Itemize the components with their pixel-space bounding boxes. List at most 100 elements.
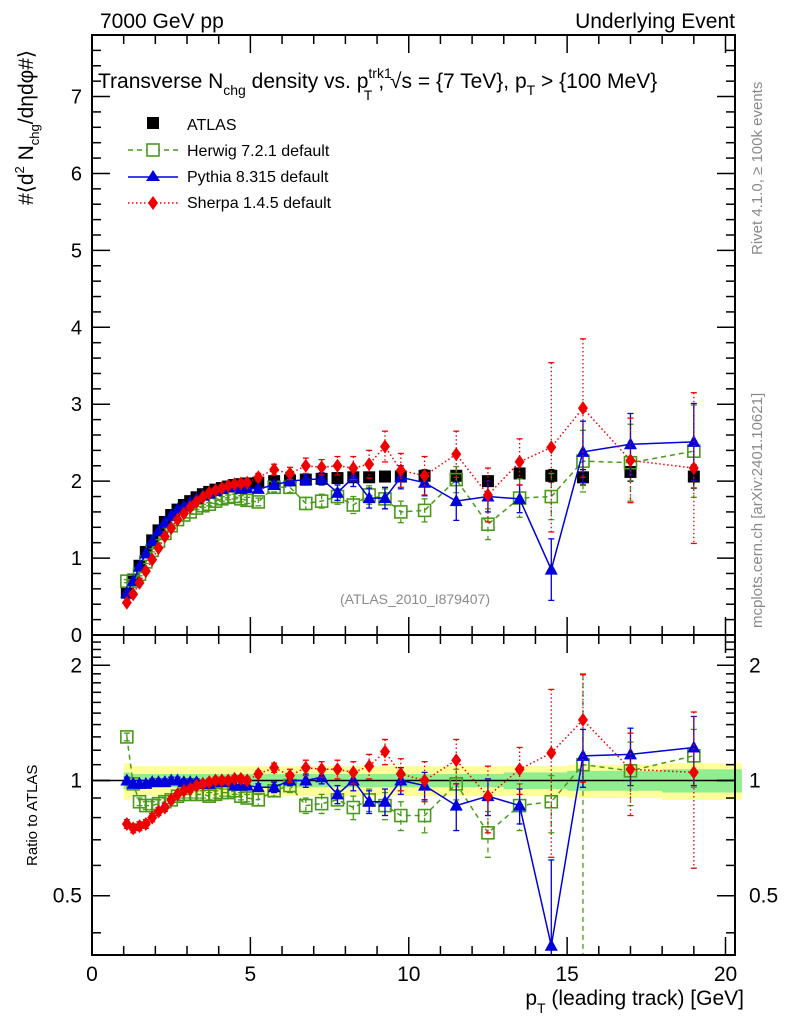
chart-title: Transverse Nchg density vs. ptrk1 T, √s =…	[98, 65, 657, 103]
x-axis-label: pT (leading track) [GeV]	[525, 987, 744, 1016]
main-point	[284, 466, 295, 481]
x-tick-label: 20	[714, 963, 737, 986]
ratio-y-tick-label-right: 2	[749, 654, 761, 677]
main-point	[299, 472, 313, 485]
ratio-point	[330, 787, 344, 800]
main-point	[223, 478, 234, 493]
main-axes: 0 1 2 3 4 5 6 7	[71, 34, 735, 647]
main-point	[395, 463, 406, 478]
main-point	[449, 494, 463, 507]
legend-item-atlas: ATLAS	[147, 117, 237, 134]
main-point	[267, 478, 281, 490]
main-point	[316, 460, 327, 475]
main-point	[394, 505, 408, 519]
main-point	[513, 491, 527, 504]
main-point	[172, 512, 183, 527]
y-tick-label: 4	[71, 317, 82, 339]
ratio-ylabel: Ratio to ATLAS	[24, 765, 41, 866]
main-point	[145, 534, 159, 547]
ratio-point	[362, 794, 376, 807]
main-point	[134, 575, 145, 590]
main-point	[546, 440, 557, 455]
main-point	[128, 587, 139, 602]
main-point	[158, 515, 172, 528]
main-point	[363, 471, 376, 484]
legend-marker-sherpa	[148, 196, 158, 210]
legend-label-atlas: ATLAS	[187, 117, 237, 134]
main-point	[314, 494, 329, 508]
main-point	[419, 468, 430, 483]
main-point	[346, 498, 361, 512]
ratio-y-tick-label-right: 1	[749, 770, 761, 793]
legend-item-sherpa: Sherpa 1.4.5 default	[128, 195, 332, 212]
main-point	[315, 471, 329, 484]
ratio-y-tick-label: 2	[70, 654, 82, 677]
main-point	[544, 562, 558, 575]
main-series-pythia	[120, 402, 701, 602]
ratio-point	[687, 740, 701, 753]
ratio-point	[120, 773, 134, 786]
legend-marker-atlas	[147, 117, 159, 129]
legend-label-herwig: Herwig 7.2.1 default	[187, 143, 330, 160]
y-tick-label: 0	[71, 625, 82, 647]
ratio-point	[251, 793, 266, 807]
ratio-panel: 0 5 10 15 20 0.5 0.5 1 1 2 2 Ratio to ATLAS pT (le…	[24, 634, 778, 1016]
legend: ATLAS Herwig 7.2.1 default Pythia 8.315 …	[128, 117, 332, 212]
legend-marker-herwig	[146, 143, 160, 157]
ratio-axes: 0 5 10 15 20 0.5 0.5 1 1 2 2	[53, 635, 778, 986]
ratio-point	[235, 771, 246, 786]
legend-item-pythia: Pythia 8.315 default	[128, 169, 329, 186]
main-point	[240, 493, 255, 508]
ratio-point	[299, 798, 313, 813]
main-point	[269, 462, 280, 477]
y-tick-label: 3	[71, 394, 82, 416]
ratio-point	[178, 783, 189, 798]
ratio-point	[269, 760, 280, 775]
ratio-point	[482, 789, 493, 804]
ratio-y-tick-label: 1	[70, 770, 82, 793]
x-tick-label: 5	[245, 963, 257, 986]
main-point	[253, 470, 264, 485]
x-tick-label: 15	[555, 963, 578, 986]
main-point	[625, 453, 636, 468]
ratio-point	[299, 773, 313, 786]
x-tick-label: 0	[86, 963, 98, 986]
main-point	[364, 457, 375, 472]
ratio-point	[449, 798, 463, 811]
ratio-frame	[91, 634, 736, 956]
main-point	[139, 546, 153, 559]
main-point	[300, 458, 311, 473]
ratio-point	[147, 810, 158, 825]
ratio-point	[204, 775, 215, 790]
main-panel: 0 1 2 3 4 5 6 7 Transverse Nchg density vs. ptr…	[12, 34, 736, 647]
main-point	[482, 488, 493, 502]
main-line	[126, 450, 694, 582]
ratio-point	[300, 760, 311, 775]
main-line	[126, 441, 694, 594]
ratio-point	[191, 778, 202, 793]
main-point	[362, 491, 376, 504]
legend-label-pythia: Pythia 8.315 default	[187, 169, 329, 186]
ratio-point	[625, 762, 636, 777]
ratio-point	[210, 773, 221, 788]
ratio-point	[544, 794, 559, 809]
ratio-point	[229, 771, 240, 786]
legend-item-herwig: Herwig 7.2.1 default	[128, 143, 330, 160]
y-tick-label: 5	[71, 240, 82, 262]
ratio-point	[316, 762, 327, 777]
ratio-point	[253, 766, 264, 781]
ratio-point	[240, 791, 255, 805]
ratio-point	[140, 816, 151, 831]
ratio-point	[242, 773, 253, 788]
main-point	[348, 461, 359, 476]
main-series-atlas	[120, 462, 700, 599]
ratio-point	[223, 773, 234, 788]
ratio-point	[546, 746, 557, 761]
analysis-watermark: (ATLAS_2010_I879407)	[340, 591, 490, 607]
ratio-series-pythia	[120, 715, 701, 956]
ratio-point	[379, 744, 390, 759]
main-point	[147, 552, 158, 567]
rivet-version-label: Rivet 4.1.0, ≥ 100k events	[749, 82, 766, 255]
main-point	[577, 401, 588, 416]
